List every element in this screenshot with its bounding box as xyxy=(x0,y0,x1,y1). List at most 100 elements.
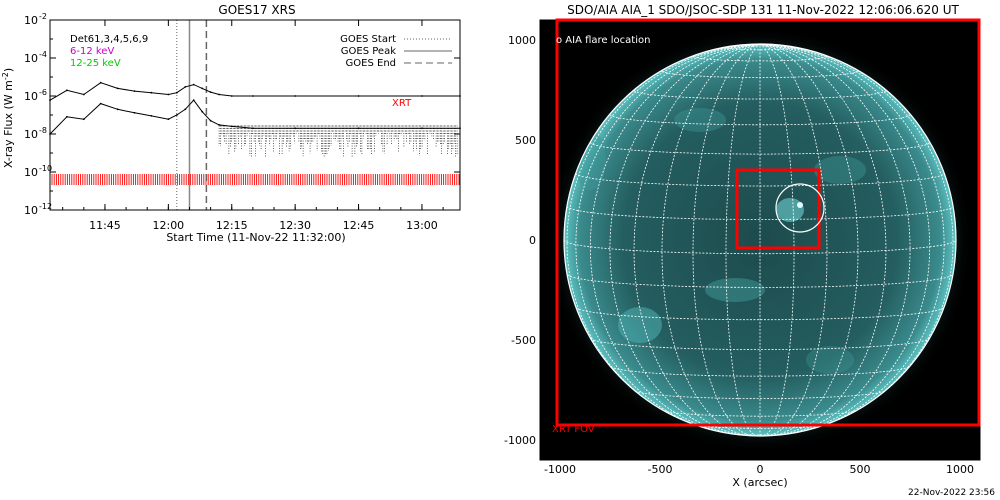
heliographic-grid xyxy=(564,44,956,436)
goes-data-layer xyxy=(49,20,461,210)
series-line-6-12kev xyxy=(49,82,460,101)
data-point xyxy=(209,91,212,93)
data-point xyxy=(209,119,212,122)
legend-entry: Det61,3,4,5,6,9 xyxy=(70,34,148,45)
grid-line xyxy=(590,338,930,351)
data-point xyxy=(150,115,153,117)
solar-limb xyxy=(563,43,957,437)
aia-x-tick-label: -1000 xyxy=(544,463,576,476)
data-point xyxy=(175,91,178,94)
aia-x-tick-label: -500 xyxy=(648,463,673,476)
grid-line xyxy=(759,44,954,420)
goes-x-axis: 11:45 12:00 12:15 12:30 12:45 13:00 xyxy=(62,20,444,232)
data-point xyxy=(167,93,170,96)
grid-line xyxy=(661,44,761,436)
goes-y-tick-exponent: -6 xyxy=(39,88,47,97)
data-point xyxy=(184,86,187,88)
aia-image-panel: SDO/AIA AIA_1 SDO/JSOC-SDP 131 11-Nov-20… xyxy=(504,3,981,489)
aia-x-tick-label: 0 xyxy=(757,463,764,476)
goes-y-tick-label: 10 xyxy=(24,128,38,141)
grid-line xyxy=(566,44,761,420)
data-point xyxy=(192,83,195,86)
data-point xyxy=(218,124,221,126)
goes-x-tick-label: 12:30 xyxy=(279,219,311,232)
data-point xyxy=(82,93,85,96)
active-region-7 xyxy=(806,346,854,374)
goes-x-tick-label: 12:00 xyxy=(152,219,184,232)
data-point xyxy=(66,115,68,118)
active-region-3 xyxy=(776,198,804,222)
data-point xyxy=(218,93,221,96)
data-point xyxy=(167,118,170,121)
grid-line xyxy=(759,44,931,435)
aia-y-tick-label: -1000 xyxy=(504,434,536,447)
grid-line xyxy=(589,44,761,435)
data-point xyxy=(116,87,119,90)
goes-y-tick-label: 10 xyxy=(24,90,38,103)
legend-entry: 6-12 keV xyxy=(70,46,114,57)
data-point xyxy=(230,95,233,97)
aia-image-title: SDO/AIA AIA_1 SDO/JSOC-SDP 131 11-Nov-20… xyxy=(567,3,959,17)
data-point xyxy=(82,118,85,121)
data-point xyxy=(421,95,423,97)
data-point xyxy=(99,102,102,105)
grid-line xyxy=(610,366,910,377)
goes-x-tick-label: 11:45 xyxy=(89,219,121,232)
grid-line xyxy=(725,44,761,436)
noise-scatter xyxy=(218,125,458,158)
grid-line xyxy=(759,44,859,436)
solar-disk xyxy=(564,44,956,436)
legend-entry: GOES End xyxy=(346,58,396,69)
goes-y-tick-exponent: -2 xyxy=(39,12,47,21)
goes-y-axis-label: X-ray Flux (W m-2) xyxy=(1,68,15,168)
data-point xyxy=(175,114,178,116)
aia-y-tick-label: 1000 xyxy=(508,34,536,47)
grid-line xyxy=(759,44,945,433)
aia-x-tick-label: 500 xyxy=(850,463,871,476)
legend-entry: GOES Peak xyxy=(341,46,396,57)
goes-y-tick-exponent: -12 xyxy=(39,202,52,211)
xrt-fov-box xyxy=(555,18,981,427)
aia-x-tick-label: 1000 xyxy=(946,463,974,476)
goes-y-tick-label: 10 xyxy=(24,204,38,217)
data-point xyxy=(133,111,136,114)
data-point xyxy=(201,110,204,113)
grid-line xyxy=(609,44,761,435)
goes-y-tick-exponent: -10 xyxy=(39,164,52,173)
data-point xyxy=(357,95,360,97)
grid-line xyxy=(692,44,761,436)
grid-line xyxy=(575,307,945,321)
grid-line xyxy=(633,44,761,436)
data-point xyxy=(252,95,254,97)
aia-y-tick-label: -500 xyxy=(511,334,536,347)
goes-plot-title: GOES17 XRS xyxy=(218,3,295,17)
xrt-observation-ticks xyxy=(51,174,460,185)
flare-location-label: o AIA flare location xyxy=(556,35,650,46)
active-region-6 xyxy=(674,108,726,132)
aia-y-tick-label: 500 xyxy=(515,134,536,147)
aia-x-axis-label: X (arcsec) xyxy=(732,476,787,489)
grid-line xyxy=(759,44,911,435)
goes-y-tick-label: 10 xyxy=(24,166,38,179)
aia-x-axis: -1000 -500 0 500 1000 xyxy=(544,454,974,476)
data-point xyxy=(133,90,136,92)
flare-location-circle xyxy=(775,183,825,233)
active-region-1 xyxy=(618,307,662,343)
data-point xyxy=(66,89,68,92)
goes-x-tick-label: 13:00 xyxy=(406,219,438,232)
aia-y-axis: 1000 500 0 -500 -1000 xyxy=(504,34,546,447)
legend-entry: GOES Start xyxy=(340,34,396,45)
xrt-fov-label: XRT FOV xyxy=(552,424,595,435)
data-point xyxy=(201,87,204,90)
goes-x-tick-label: 12:15 xyxy=(216,219,248,232)
goes-y-tick-exponent: -8 xyxy=(39,126,47,135)
xrt-label: XRT xyxy=(392,98,412,109)
goes-y-tick-exponent: -4 xyxy=(39,50,47,59)
active-region-5 xyxy=(814,156,866,184)
data-point xyxy=(99,81,102,84)
grid-line xyxy=(759,44,795,436)
